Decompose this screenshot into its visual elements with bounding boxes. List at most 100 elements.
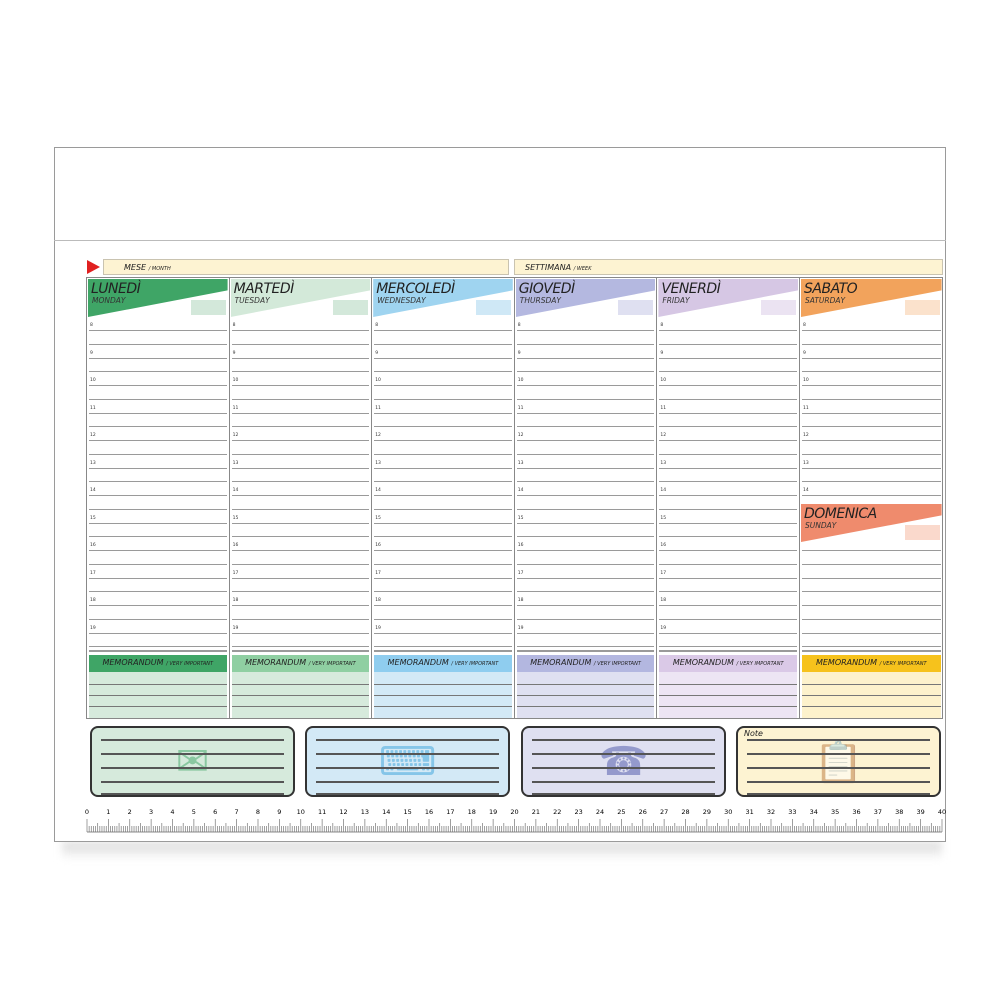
hour-line[interactable]: [802, 646, 941, 648]
hour-line[interactable]: [516, 453, 655, 455]
hour-line[interactable]: [659, 646, 797, 648]
hour-line[interactable]: [231, 605, 370, 606]
hour-line[interactable]: [374, 330, 512, 331]
hour-line[interactable]: [516, 495, 655, 496]
hour-line[interactable]: [374, 385, 512, 386]
hour-line[interactable]: [374, 343, 512, 345]
hour-line[interactable]: [802, 481, 941, 483]
hour-line[interactable]: [659, 591, 797, 593]
hour-line[interactable]: [89, 522, 227, 524]
hour-line[interactable]: [374, 412, 512, 414]
hour-line[interactable]: [516, 646, 655, 648]
hour-line[interactable]: [802, 330, 941, 331]
hour-line[interactable]: [659, 453, 797, 455]
hour-line[interactable]: [516, 343, 655, 345]
hour-line[interactable]: [659, 371, 797, 373]
hour-line[interactable]: [231, 371, 370, 373]
hour-line[interactable]: [89, 508, 227, 510]
hour-line[interactable]: [659, 398, 797, 400]
friday-memo-area[interactable]: [659, 672, 797, 718]
hour-line[interactable]: [659, 467, 797, 469]
hour-line[interactable]: [89, 398, 227, 400]
hour-line[interactable]: [516, 522, 655, 524]
hour-line[interactable]: [802, 385, 941, 386]
hour-line[interactable]: [659, 536, 797, 538]
hour-line[interactable]: [516, 632, 655, 634]
month-field[interactable]: MESE / MONTH: [103, 259, 509, 275]
hour-line[interactable]: [659, 605, 797, 606]
hour-line[interactable]: [516, 371, 655, 373]
hour-line[interactable]: [374, 522, 512, 524]
hour-line[interactable]: [802, 371, 941, 373]
hour-line[interactable]: [516, 605, 655, 606]
hour-line[interactable]: [231, 481, 370, 483]
sunday-date-box[interactable]: [904, 525, 940, 540]
hour-line[interactable]: [659, 343, 797, 345]
hour-line[interactable]: [89, 536, 227, 538]
thursday-memo-area[interactable]: [516, 672, 655, 718]
hour-line[interactable]: [231, 632, 370, 634]
hour-line[interactable]: [374, 398, 512, 400]
hour-line[interactable]: [516, 577, 655, 579]
hour-line[interactable]: [659, 495, 797, 496]
hour-line[interactable]: [231, 646, 370, 648]
hour-line[interactable]: [802, 357, 941, 359]
hour-line[interactable]: [231, 618, 370, 620]
hour-line[interactable]: [374, 440, 512, 441]
hour-line[interactable]: [374, 591, 512, 593]
hour-line[interactable]: [374, 563, 512, 565]
hour-line[interactable]: [659, 426, 797, 428]
hour-line[interactable]: [802, 605, 941, 606]
hour-line[interactable]: [516, 440, 655, 441]
hour-line[interactable]: [802, 591, 941, 593]
thursday-date-box[interactable]: [618, 300, 654, 315]
hour-line[interactable]: [89, 632, 227, 634]
hour-line[interactable]: [516, 398, 655, 400]
tuesday-date-box[interactable]: [333, 300, 369, 315]
hour-line[interactable]: [231, 385, 370, 386]
hour-line[interactable]: [89, 495, 227, 496]
hour-line[interactable]: [231, 495, 370, 496]
monday-memo-area[interactable]: [89, 672, 227, 718]
hour-line[interactable]: [231, 357, 370, 359]
hour-line[interactable]: [659, 481, 797, 483]
hour-line[interactable]: [802, 577, 941, 579]
monday-date-box[interactable]: [190, 300, 226, 315]
hour-line[interactable]: [374, 453, 512, 455]
hour-line[interactable]: [516, 357, 655, 359]
hour-line[interactable]: [659, 632, 797, 634]
friday-date-box[interactable]: [760, 300, 796, 315]
hour-line[interactable]: [231, 426, 370, 428]
hour-line[interactable]: [374, 495, 512, 496]
hour-line[interactable]: [89, 385, 227, 386]
hour-line[interactable]: [802, 550, 941, 551]
hour-line[interactable]: [659, 330, 797, 331]
hour-line[interactable]: [231, 330, 370, 331]
hour-line[interactable]: [89, 357, 227, 359]
hour-line[interactable]: [89, 343, 227, 345]
saturday-memo-area[interactable]: [802, 672, 941, 718]
note-box-3[interactable]: ☎: [521, 726, 726, 797]
hour-line[interactable]: [802, 563, 941, 565]
hour-line[interactable]: [516, 385, 655, 386]
hour-line[interactable]: [231, 550, 370, 551]
hour-line[interactable]: [659, 508, 797, 510]
saturday-date-box[interactable]: [904, 300, 940, 315]
hour-line[interactable]: [89, 550, 227, 551]
hour-line[interactable]: [374, 536, 512, 538]
hour-line[interactable]: [89, 453, 227, 455]
hour-line[interactable]: [374, 426, 512, 428]
hour-line[interactable]: [89, 577, 227, 579]
hour-line[interactable]: [802, 426, 941, 428]
hour-line[interactable]: [374, 605, 512, 606]
hour-line[interactable]: [802, 618, 941, 620]
hour-line[interactable]: [516, 412, 655, 414]
hour-line[interactable]: [802, 632, 941, 634]
hour-line[interactable]: [231, 508, 370, 510]
hour-line[interactable]: [659, 412, 797, 414]
hour-line[interactable]: [659, 385, 797, 386]
hour-line[interactable]: [802, 467, 941, 469]
hour-line[interactable]: [89, 481, 227, 483]
hour-line[interactable]: [516, 508, 655, 510]
hour-line[interactable]: [659, 618, 797, 620]
